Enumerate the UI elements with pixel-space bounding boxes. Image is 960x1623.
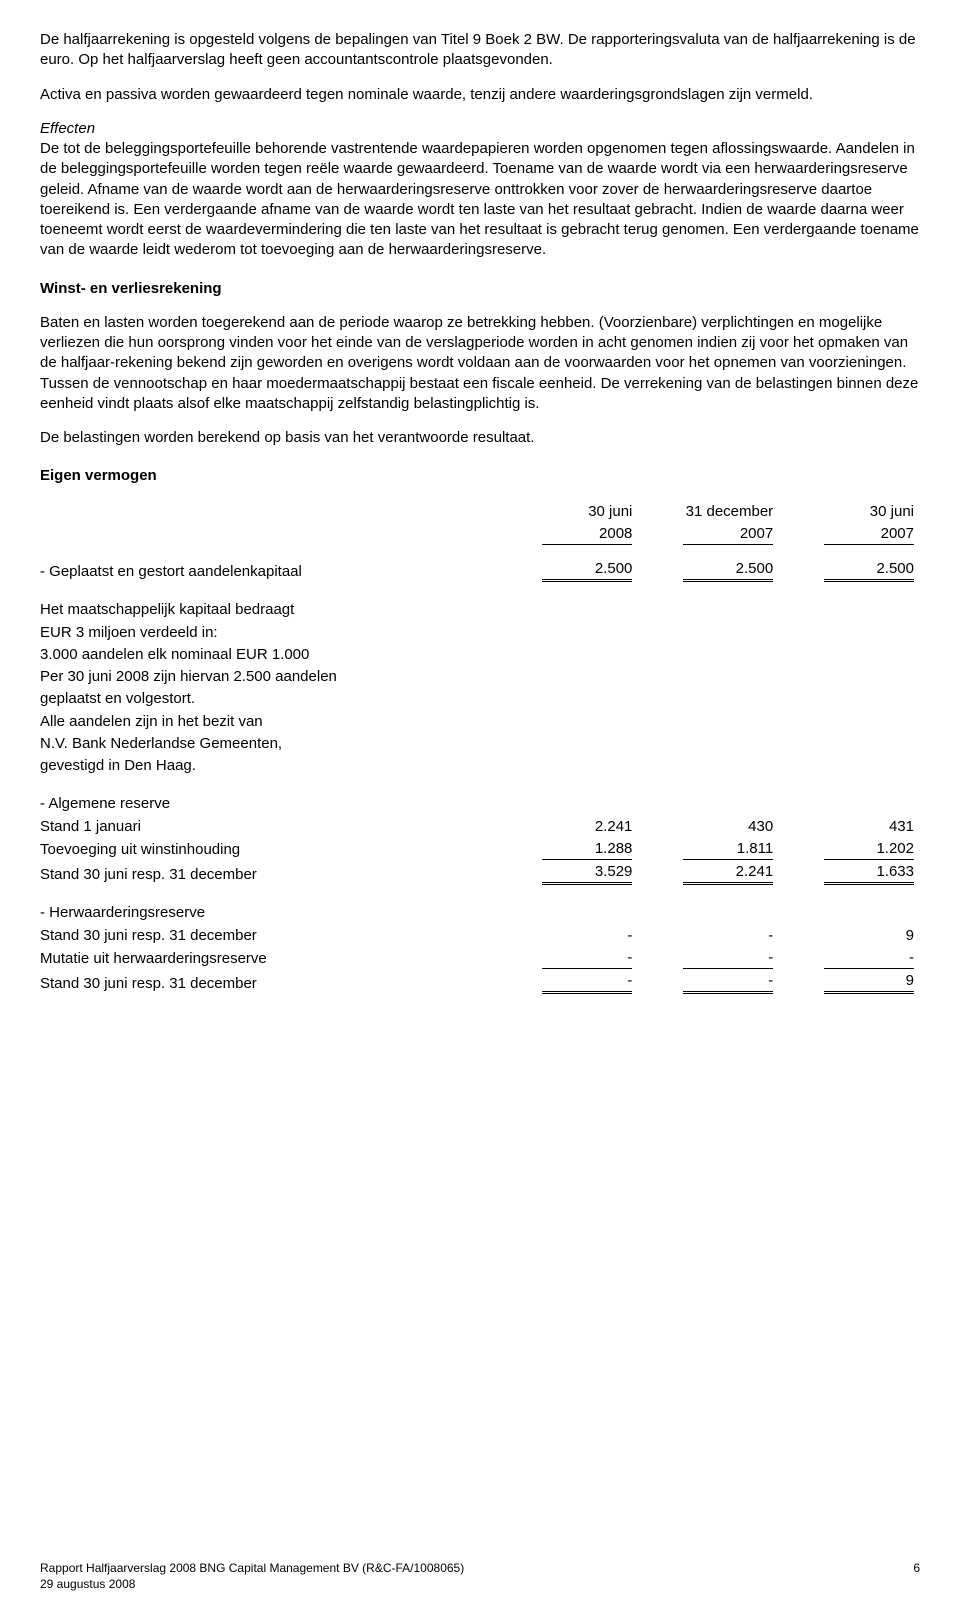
table-header-row2: 2008 2007 2007 [40, 523, 920, 546]
equity-table: 30 juni 31 december 30 juni 2008 2007 20… [40, 501, 920, 996]
effecten-heading: Effecten [40, 120, 95, 137]
page-footer: Rapport Halfjaarverslag 2008 BNG Capital… [40, 1560, 920, 1592]
her-reserve-label-row: - Herwaarderingsreserve [40, 902, 920, 924]
maatschap-row: geplaatst en volgestort. [40, 688, 920, 710]
maatschap-row: Het maatschappelijk kapitaal bedraagt [40, 599, 920, 621]
alg-reserve-label-row: - Algemene reserve [40, 793, 920, 815]
maatschap-row: Per 30 juni 2008 zijn hiervan 2.500 aand… [40, 666, 920, 688]
winst-p1: Baten en lasten worden toegerekend aan d… [40, 314, 908, 372]
her-row-1: Mutatie uit herwaarderingsreserve - - - [40, 947, 920, 970]
paragraph-activa: Activa en passiva worden gewaardeerd teg… [40, 85, 920, 105]
winst-heading: Winst- en verliesrekening [40, 279, 920, 299]
hdr-c1-l1: 30 juni [498, 501, 639, 523]
winst-paragraph: Baten en lasten worden toegerekend aan d… [40, 313, 920, 414]
maatschap-row: 3.000 aandelen elk nominaal EUR 1.000 [40, 644, 920, 666]
hdr-c1-l2: 2008 [498, 523, 639, 546]
geplaatst-c3: 2.500 [779, 558, 920, 583]
hdr-c2-l2: 2007 [638, 523, 779, 546]
her-row-0: Stand 30 juni resp. 31 december - - 9 [40, 925, 920, 947]
table-header-row1: 30 juni 31 december 30 juni [40, 501, 920, 523]
maatschap-row: gevestigd in Den Haag. [40, 755, 920, 777]
eigen-heading: Eigen vermogen [40, 466, 920, 486]
alg-row-0: Stand 1 januari 2.241 430 431 [40, 816, 920, 838]
paragraph-effecten: Effecten De tot de beleggingsportefeuill… [40, 119, 920, 261]
hdr-c3-l2: 2007 [779, 523, 920, 546]
maatschap-row: EUR 3 miljoen verdeeld in: [40, 622, 920, 644]
paragraph-intro: De halfjaarrekening is opgesteld volgens… [40, 30, 920, 71]
geplaatst-c2: 2.500 [638, 558, 779, 583]
hdr-c2-l1: 31 december [638, 501, 779, 523]
footer-left: Rapport Halfjaarverslag 2008 BNG Capital… [40, 1560, 464, 1592]
maatschap-row: N.V. Bank Nederlandse Gemeenten, [40, 733, 920, 755]
alg-row-2: Stand 30 juni resp. 31 december 3.529 2.… [40, 861, 920, 886]
alg-row-1: Toevoeging uit winstinhouding 1.288 1.81… [40, 838, 920, 861]
effecten-body: De tot de beleggingsportefeuille behoren… [40, 140, 919, 258]
winst-p2: Tussen de vennootschap en haar moedermaa… [40, 375, 918, 412]
her-row-2: Stand 30 juni resp. 31 december - - 9 [40, 970, 920, 995]
maatschap-row: Alle aandelen zijn in het bezit van [40, 711, 920, 733]
hdr-c3-l1: 30 juni [779, 501, 920, 523]
geplaatst-label: - Geplaatst en gestort aandelenkapitaal [40, 558, 498, 583]
winst-p3: De belastingen worden berekend op basis … [40, 428, 920, 448]
geplaatst-row: - Geplaatst en gestort aandelenkapitaal … [40, 558, 920, 583]
footer-page-number: 6 [913, 1560, 920, 1592]
geplaatst-c1: 2.500 [498, 558, 639, 583]
